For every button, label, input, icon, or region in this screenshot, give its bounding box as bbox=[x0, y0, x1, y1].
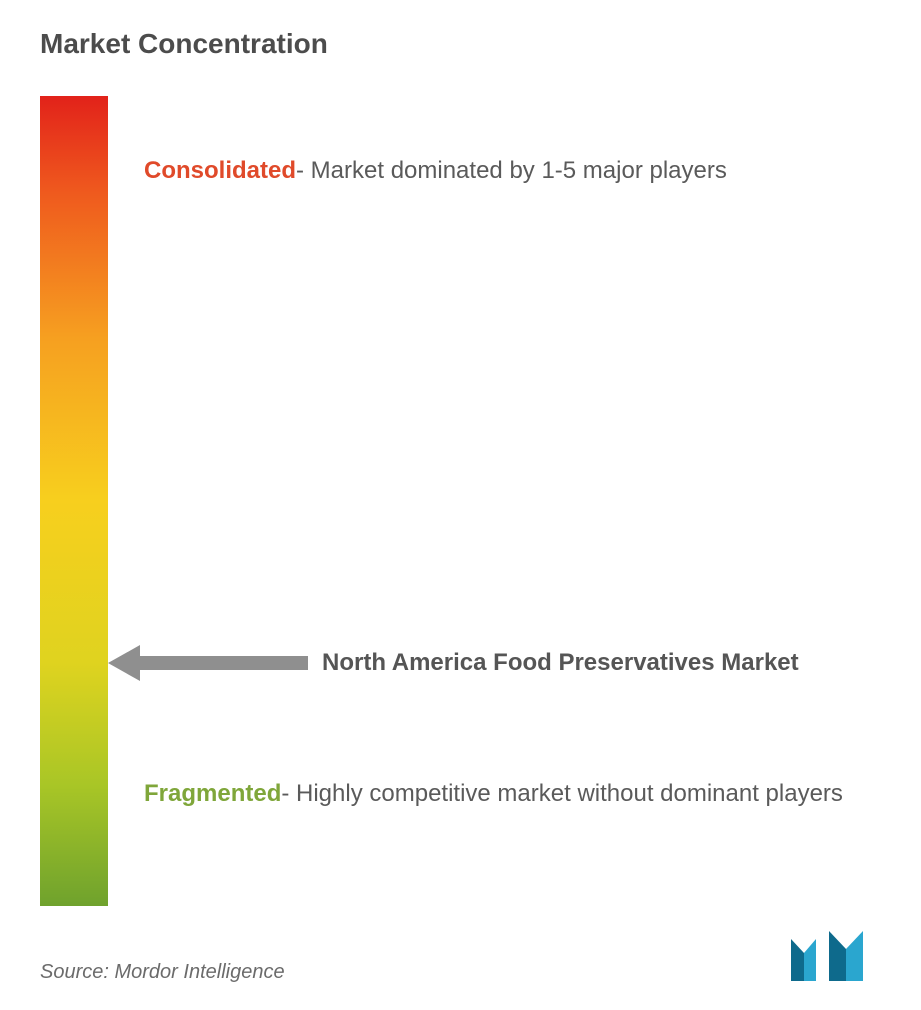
brand-logo bbox=[791, 931, 881, 990]
chart-title: Market Concentration bbox=[40, 28, 881, 60]
arrow-icon bbox=[108, 643, 308, 683]
consolidated-label: Consolidated - Market dominated by 1-5 m… bbox=[144, 153, 881, 189]
marker-label: North America Food Preservatives Market bbox=[322, 649, 799, 677]
marker-row: North America Food Preservatives Market bbox=[108, 643, 799, 683]
source-citation: Source: Mordor Intelligence bbox=[40, 961, 285, 984]
fragmented-desc: - Highly competitive market without domi… bbox=[281, 776, 843, 812]
fragmented-label: Fragmented - Highly competitive market w… bbox=[144, 776, 844, 812]
gradient-bar bbox=[40, 96, 108, 906]
main-area: Consolidated - Market dominated by 1-5 m… bbox=[40, 96, 881, 906]
consolidated-key: Consolidated bbox=[144, 157, 296, 185]
fragmented-key: Fragmented bbox=[144, 780, 281, 808]
consolidated-desc: - Market dominated by 1-5 major players bbox=[296, 153, 727, 189]
labels-area: Consolidated - Market dominated by 1-5 m… bbox=[108, 96, 881, 906]
